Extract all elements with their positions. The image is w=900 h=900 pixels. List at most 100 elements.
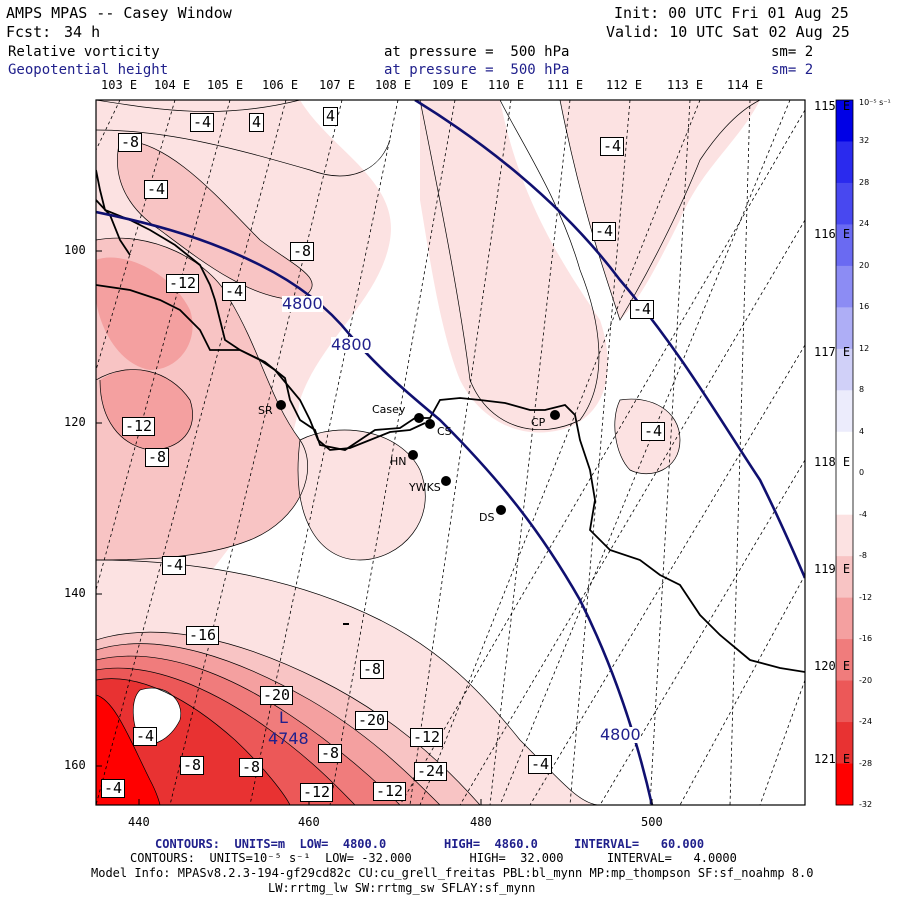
colorbar-swatch <box>836 556 853 599</box>
lon-label: 107 E <box>319 78 356 92</box>
contour-label: -12 <box>410 728 444 747</box>
station-marker <box>550 410 560 420</box>
contour-label: -4 <box>144 180 169 199</box>
y-tick-label: 140 <box>64 586 86 600</box>
contour-label: -4 <box>528 755 553 774</box>
colorbar-tick-label: -16 <box>859 634 873 644</box>
colorbar-swatch <box>836 307 853 350</box>
x-tick-label: 480 <box>470 815 492 829</box>
lat-label: 121 E <box>814 752 851 766</box>
colorbar-tick-label: -12 <box>859 592 873 602</box>
x-tick-label: 460 <box>298 815 320 829</box>
colorbar-tick-label: 28 <box>859 177 870 187</box>
lon-label: 109 E <box>432 78 469 92</box>
contour-label: -24 <box>414 762 448 781</box>
contour-label: -4 <box>222 282 247 301</box>
field2-smoothing: sm= 2 <box>771 62 814 78</box>
vorticity-contours <box>96 100 761 805</box>
colorbar-swatch <box>836 680 853 723</box>
contour-label: -4 <box>133 727 158 746</box>
lon-label: 104 E <box>154 78 191 92</box>
contour-label: -8 <box>118 133 143 152</box>
lat-label: 116 E <box>814 227 851 241</box>
lon-label: 111 E <box>547 78 584 92</box>
colorbar-tick-label: 24 <box>859 219 870 229</box>
y-tick-label: 100 <box>64 243 86 257</box>
lon-label: 108 E <box>375 78 412 92</box>
colorbar-tick-label: -8 <box>859 551 867 561</box>
field2-name: Geopotential height <box>8 62 169 78</box>
low-value: 4748 <box>268 729 309 748</box>
colorbar-tick-label: -20 <box>859 675 873 685</box>
colorbar-tick-label: -4 <box>859 509 867 519</box>
contour-label: -12 <box>373 782 407 801</box>
contour-label: -4 <box>101 779 126 798</box>
colorbar-swatch <box>836 431 853 474</box>
contour-label: -8 <box>360 660 385 679</box>
init-time: Init: 00 UTC Fri 01 Aug 25 <box>614 4 849 22</box>
colorbar-swatch <box>836 597 853 640</box>
colorbar <box>836 100 853 806</box>
colorbar-unit: 10⁻⁵ s⁻¹ <box>859 98 891 107</box>
contour-label: 4 <box>323 107 339 126</box>
station-label-hn: HN <box>390 455 407 468</box>
lon-label: 106 E <box>262 78 299 92</box>
y-tick-label: 160 <box>64 758 86 772</box>
forecast-hour: 34 h <box>64 23 101 41</box>
station-marker <box>441 476 451 486</box>
colorbar-swatch <box>836 639 853 682</box>
colorbar-swatch <box>836 763 853 806</box>
height-contour-label: 4800 <box>282 294 323 313</box>
contour-label <box>343 623 349 625</box>
lat-label: 119 E <box>814 562 851 576</box>
low-marker: L <box>279 708 288 727</box>
lat-label: 115 E <box>814 99 851 113</box>
plot-frame <box>95 99 806 806</box>
contour-label: -20 <box>260 686 294 705</box>
contour-label: -8 <box>239 758 264 777</box>
contour-label: -8 <box>180 756 205 775</box>
station-marker <box>408 450 418 460</box>
station-marker <box>496 505 506 515</box>
contour-label: -4 <box>592 222 617 241</box>
lat-label: 120 E <box>814 659 851 673</box>
lon-label: 105 E <box>207 78 244 92</box>
station-marker <box>425 419 435 429</box>
colorbar-swatch <box>836 722 853 765</box>
contour-label: -4 <box>190 113 215 132</box>
field2-level: at pressure = 500 hPa <box>384 62 570 78</box>
colorbar-swatch <box>836 100 853 142</box>
lat-label: 117 E <box>814 345 851 359</box>
height-contour-label: 4800 <box>600 725 641 744</box>
lon-label: 114 E <box>727 78 764 92</box>
graticule <box>96 100 805 805</box>
forecast-label: Fcst: <box>6 23 52 41</box>
height-contour-label: 4800 <box>331 335 372 354</box>
colorbar-swatch <box>836 141 853 184</box>
lon-label: 113 E <box>667 78 704 92</box>
contour-label: -4 <box>641 422 666 441</box>
field1-smoothing: sm= 2 <box>771 44 814 60</box>
station-label-ywks: YWKS <box>409 481 441 494</box>
colorbar-tick-label: 12 <box>859 343 870 353</box>
colorbar-tick-label: 4 <box>859 426 865 436</box>
footer-height-contours: CONTOURS: UNITS=m LOW= 4800.0 HIGH= 4860… <box>155 837 705 851</box>
lon-label: 110 E <box>488 78 525 92</box>
lat-label: 118 E <box>814 455 851 469</box>
contour-label: -12 <box>122 417 156 436</box>
geopotential-height-contours <box>96 100 805 805</box>
lon-label: 103 E <box>101 78 138 92</box>
contour-label: -4 <box>162 556 187 575</box>
colorbar-tick-label: 16 <box>859 302 870 312</box>
colorbar-tick-label: 0 <box>859 468 865 478</box>
colorbar-swatch <box>836 514 853 557</box>
station-label-cs: CS <box>437 425 452 438</box>
contour-label: -8 <box>145 448 170 467</box>
footer-model-info: Model Info: MPASv8.2.3-194-gf29cd82c CU:… <box>91 866 814 880</box>
colorbar-tick-label: -32 <box>859 800 873 809</box>
colorbar-tick-label: -28 <box>859 758 873 768</box>
contour-label: -4 <box>600 137 625 156</box>
contour-label: -12 <box>300 783 334 802</box>
colorbar-tick-label: 32 <box>859 136 870 146</box>
